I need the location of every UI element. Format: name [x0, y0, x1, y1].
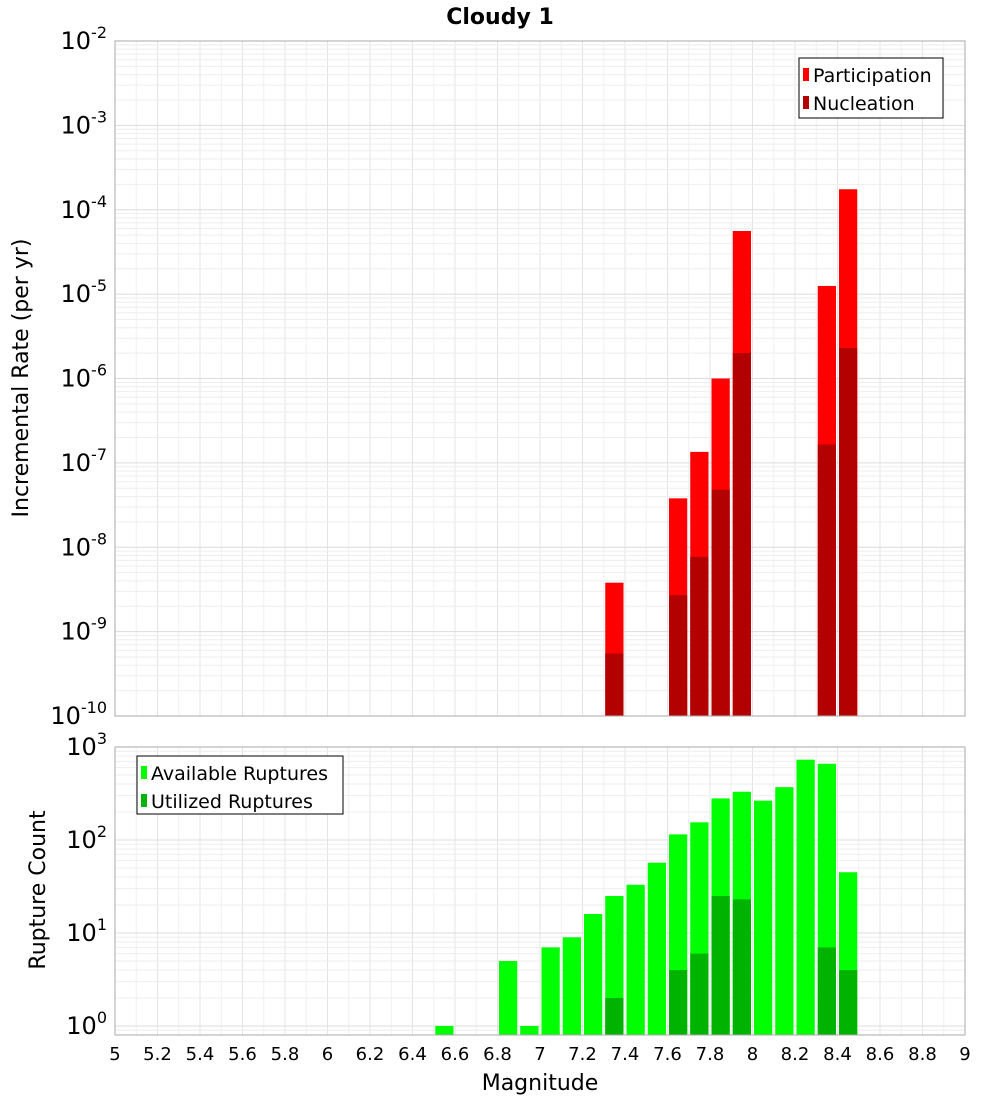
- top-bar-nucleation: [669, 595, 688, 716]
- bottom-y-tick-label: 100: [66, 1008, 107, 1040]
- top-legend-swatch: [803, 68, 809, 81]
- bottom-bar-available-ruptures: [796, 759, 815, 1035]
- top-y-tick-label: 10-3: [61, 107, 108, 139]
- chart-title: Cloudy 1: [446, 5, 554, 30]
- top-bars: [605, 189, 858, 717]
- bottom-bar-utilized-ruptures: [605, 997, 624, 1035]
- bottom-bar-utilized-ruptures: [669, 969, 688, 1035]
- bottom-legend-swatch: [141, 766, 147, 779]
- bottom-x-tick-label: 7.6: [653, 1044, 682, 1065]
- top-y-tick-label: 10-7: [61, 445, 108, 477]
- bottom-bar-available-ruptures: [541, 947, 560, 1035]
- top-plot-frame: [114, 40, 966, 717]
- bottom-legend-label: Utilized Ruptures: [151, 791, 313, 813]
- bottom-bar-available-ruptures: [775, 787, 794, 1035]
- top-bar-nucleation: [817, 444, 836, 716]
- bottom-x-tick-label: 5.4: [186, 1044, 215, 1065]
- bottom-bar-available-ruptures: [626, 884, 645, 1035]
- x-axis-title: Magnitude: [482, 1071, 599, 1096]
- top-legend: Participation Nucleation: [798, 57, 944, 119]
- top-legend-label: Participation: [813, 65, 932, 87]
- bottom-bar-available-ruptures: [435, 1025, 454, 1035]
- top-plot: 10-10 10-9 10-8 10-7 10-6 10-5 10-4 10-3 10-2 Par…: [50, 23, 966, 730]
- bottom-x-tick-label: 6.6: [441, 1044, 470, 1065]
- top-bar-nucleation: [839, 347, 858, 716]
- bottom-bar-utilized-ruptures: [690, 953, 709, 1035]
- bottom-x-tick-label: 7: [534, 1044, 545, 1065]
- bottom-bar-available-ruptures: [584, 914, 603, 1035]
- top-bar-nucleation: [605, 653, 624, 716]
- top-y-axis-title: Incremental Rate (per yr): [9, 239, 34, 518]
- bottom-x-tick-label: 7.2: [568, 1044, 597, 1065]
- bottom-x-tick-label: 7.8: [696, 1044, 725, 1065]
- bottom-legend-label: Available Ruptures: [151, 763, 328, 785]
- bottom-x-tick-label: 6.8: [483, 1044, 512, 1065]
- bottom-x-tick-label: 5: [109, 1044, 120, 1065]
- bottom-y-tick-label: 102: [66, 822, 107, 854]
- bottom-bar-utilized-ruptures: [732, 899, 751, 1035]
- top-y-tick-label: 10-4: [61, 192, 108, 224]
- top-y-tick-label: 10-9: [61, 614, 108, 646]
- bottom-bar-available-ruptures: [520, 1025, 539, 1035]
- bottom-x-tick-label: 7.4: [611, 1044, 640, 1065]
- bottom-y-tick-label: 101: [66, 915, 107, 947]
- bottom-bar-utilized-ruptures: [711, 895, 730, 1035]
- top-grid: [114, 40, 966, 717]
- top-bar-nucleation: [690, 556, 709, 716]
- top-y-tick-label: 10-8: [61, 529, 108, 561]
- top-legend-frame: [798, 57, 944, 119]
- bottom-bar-utilized-ruptures: [817, 947, 836, 1035]
- bottom-bar-available-ruptures: [647, 862, 666, 1035]
- bottom-x-tick-label: 5.6: [228, 1044, 257, 1065]
- bottom-x-tick-label: 5.2: [143, 1044, 172, 1065]
- bottom-x-tick-label: 8: [747, 1044, 758, 1065]
- bottom-bars: [435, 759, 858, 1035]
- bottom-y-axis-title: Rupture Count: [26, 810, 51, 970]
- bottom-x-tick-label: 8.4: [823, 1044, 852, 1065]
- bottom-x-tick-label: 8.8: [908, 1044, 937, 1065]
- top-legend-swatch: [803, 96, 809, 109]
- top-y-tick-label: 10-2: [61, 23, 108, 55]
- bottom-bar-available-ruptures: [562, 937, 581, 1035]
- bottom-plot-frame: [114, 746, 966, 1036]
- bottom-x-tick-label: 5.8: [271, 1044, 300, 1065]
- top-legend-label: Nucleation: [813, 93, 915, 115]
- bottom-x-tick-label: 9: [959, 1044, 970, 1065]
- bottom-x-tick-label: 8.6: [866, 1044, 895, 1065]
- bottom-legend: Available Ruptures Utilized Ruptures: [136, 755, 344, 815]
- bottom-x-tick-label: 6.4: [398, 1044, 427, 1065]
- bottom-bar-available-ruptures: [499, 960, 518, 1035]
- bottom-plot: 100 101 102 103 5 5.2 5.4 5.6 5.8 6 6.2 6.4 6.6 6.8 7 7…: [66, 729, 970, 1065]
- bottom-y-tick-label: 103: [66, 729, 107, 761]
- top-y-tick-label: 10-5: [61, 276, 108, 308]
- bottom-x-tick-label: 6.2: [356, 1044, 385, 1065]
- bottom-x-tick-label: 8.2: [781, 1044, 810, 1065]
- top-bar-nucleation: [711, 489, 730, 716]
- bottom-x-tick-label: 6: [322, 1044, 333, 1065]
- bottom-legend-frame: [136, 755, 344, 815]
- bottom-legend-swatch: [141, 794, 147, 807]
- top-y-tick-label: 10-6: [61, 361, 108, 393]
- bottom-bar-utilized-ruptures: [839, 969, 858, 1035]
- top-bar-nucleation: [732, 353, 751, 716]
- bottom-bar-available-ruptures: [754, 800, 773, 1035]
- top-y-tick-label: 10-10: [50, 698, 107, 730]
